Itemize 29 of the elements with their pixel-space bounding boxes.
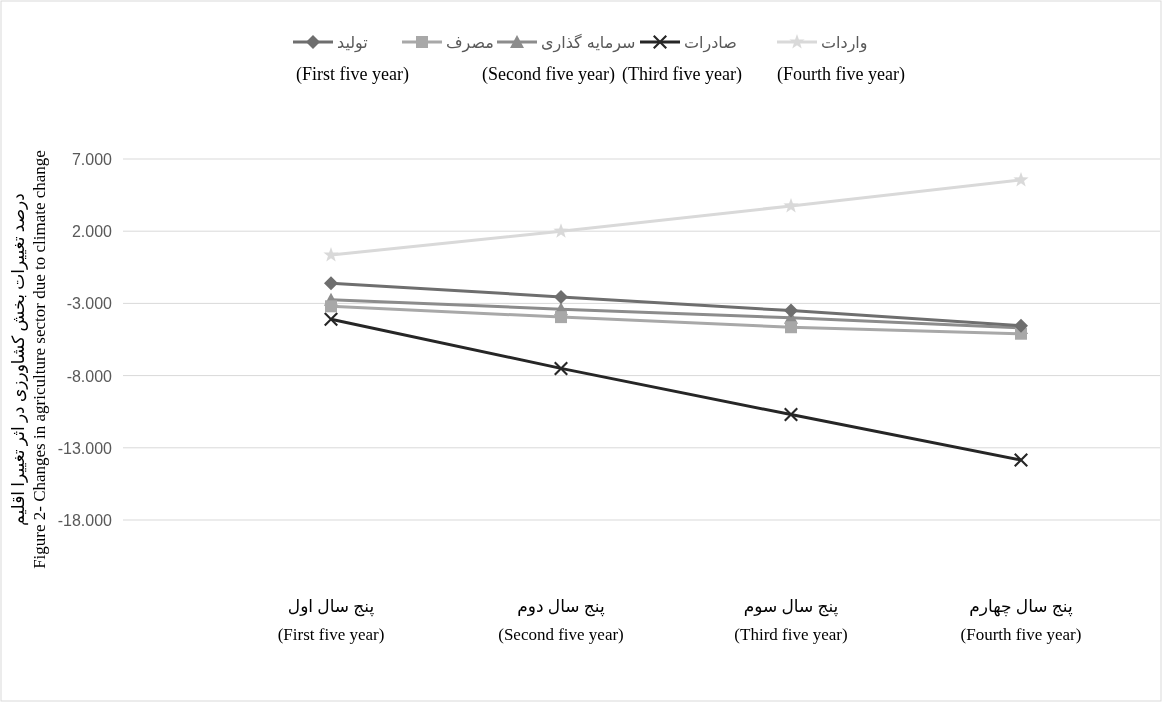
point bbox=[785, 321, 797, 334]
legend-label: واردات bbox=[821, 33, 868, 53]
point bbox=[784, 303, 798, 318]
text: (First five year) bbox=[296, 64, 409, 85]
point bbox=[784, 407, 798, 422]
legend-label: تولید bbox=[337, 33, 368, 53]
point bbox=[323, 247, 339, 262]
point bbox=[554, 361, 568, 376]
text: (Second five year) bbox=[482, 64, 615, 85]
legend-label: مصرف bbox=[446, 33, 494, 53]
point bbox=[555, 311, 567, 324]
legend-label: صادرات bbox=[684, 33, 737, 53]
point bbox=[783, 197, 799, 213]
y-tick-label: -3.000 bbox=[66, 295, 113, 313]
text: (Fourth five year) bbox=[777, 64, 905, 85]
point bbox=[324, 276, 338, 291]
point bbox=[325, 300, 337, 313]
point bbox=[1013, 171, 1029, 187]
y-tick-label: 2.000 bbox=[71, 223, 113, 241]
y-tick-label: -8.000 bbox=[66, 367, 113, 385]
legend-label: سرمایه گذاری bbox=[541, 33, 636, 53]
y-tick-label: -18.000 bbox=[57, 512, 113, 529]
text: (Third five year) bbox=[622, 64, 742, 85]
point bbox=[553, 223, 569, 238]
y-tick-label: -13.000 bbox=[57, 439, 113, 457]
y-tick-label: 7.000 bbox=[71, 151, 113, 168]
point bbox=[554, 289, 568, 304]
point bbox=[324, 312, 338, 327]
point bbox=[1014, 453, 1028, 468]
